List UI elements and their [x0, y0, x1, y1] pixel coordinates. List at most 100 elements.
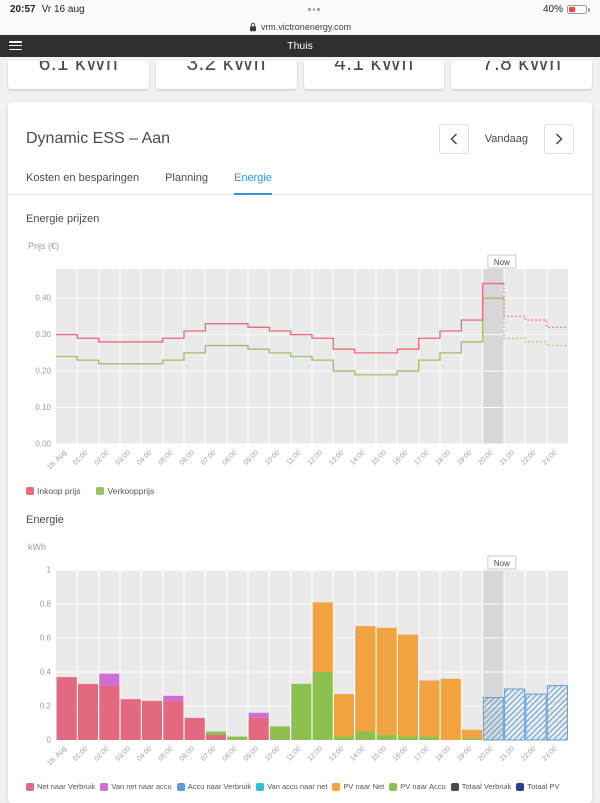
next-day-button[interactable]	[544, 124, 574, 154]
svg-text:17:00: 17:00	[413, 449, 430, 466]
svg-text:05:00: 05:00	[157, 745, 174, 762]
svg-text:10:00: 10:00	[264, 449, 281, 466]
tab-kosten-en-besparingen[interactable]: Kosten en besparingen	[26, 172, 140, 184]
legend-item[interactable]: Inkoop prijs	[26, 486, 80, 496]
svg-text:18:00: 18:00	[435, 449, 452, 466]
battery-icon	[567, 5, 590, 14]
svg-text:22:00: 22:00	[520, 449, 537, 466]
svg-text:0.2: 0.2	[40, 702, 52, 711]
summary-value: 4.1 kWh	[334, 61, 414, 75]
url-bar[interactable]: vrm.victronenergy.com	[0, 19, 600, 35]
svg-text:0.6: 0.6	[40, 634, 52, 643]
svg-text:16. Aug: 16. Aug	[46, 449, 68, 471]
svg-text:11:00: 11:00	[286, 745, 303, 762]
svg-text:07:00: 07:00	[200, 449, 217, 466]
svg-text:14:00: 14:00	[349, 449, 366, 466]
svg-text:03:00: 03:00	[115, 449, 132, 466]
status-date: Vr 16 aug	[41, 4, 85, 15]
svg-text:23:00: 23:00	[541, 745, 558, 762]
status-bar: 20:57 Vr 16 aug 40%	[0, 0, 600, 19]
svg-text:11:00: 11:00	[286, 449, 303, 466]
multitask-dots-icon	[308, 8, 320, 11]
previous-day-button[interactable]	[438, 124, 469, 154]
legend-item[interactable]: Accu naar Verbruik	[176, 782, 251, 791]
summary-cards: 6.1 kWh 3.2 kWh 4.1 kWh 7.8 kWh	[0, 61, 600, 89]
svg-text:15:00: 15:00	[371, 449, 388, 466]
prices-section-title: Energie prijzen	[26, 213, 100, 225]
svg-text:06:00: 06:00	[179, 449, 196, 466]
svg-text:0.10: 0.10	[35, 403, 51, 412]
svg-text:0.8: 0.8	[40, 600, 52, 609]
tab-energie[interactable]: Energie	[233, 168, 272, 195]
status-time: 20:57	[10, 4, 36, 15]
legend-item[interactable]: Net naar Verbruik	[26, 782, 95, 791]
date-navigation: Vandaag	[438, 124, 574, 154]
legend-item[interactable]: Verkoopprijs	[96, 486, 154, 496]
svg-text:05:00: 05:00	[157, 449, 174, 466]
svg-text:0.40: 0.40	[35, 294, 51, 303]
svg-text:0: 0	[47, 736, 52, 745]
svg-text:Now: Now	[494, 559, 510, 568]
tab-planning[interactable]: Planning	[165, 172, 208, 184]
svg-text:08:00: 08:00	[221, 745, 238, 762]
summary-value: 6.1 kWh	[38, 61, 118, 75]
svg-text:03:00: 03:00	[115, 745, 132, 762]
price-chart[interactable]: 0.00 0.10 0.20 0.30 0.40 16. Aug 01:00 02:00 03:…	[26, 253, 574, 482]
svg-text:14:00: 14:00	[349, 745, 366, 762]
energy-chart[interactable]: 0 0.2 0.4 0.6 0.8 1 16. Aug 01:00 02:00 03:00 04:0…	[26, 554, 574, 778]
svg-text:01:00: 01:00	[72, 449, 89, 466]
svg-text:22:00: 22:00	[520, 745, 537, 762]
lock-icon	[249, 22, 256, 31]
chevron-right-icon	[555, 133, 563, 145]
app-title: Thuis	[287, 40, 313, 52]
svg-text:13:00: 13:00	[328, 745, 345, 762]
summary-card: 6.1 kWh	[8, 61, 149, 89]
chevron-left-icon	[450, 133, 457, 145]
svg-text:Now: Now	[494, 258, 510, 267]
energy-y-axis-label: kWh	[28, 542, 46, 552]
svg-text:12:00: 12:00	[307, 449, 324, 466]
svg-text:06:00: 06:00	[179, 745, 196, 762]
svg-text:1: 1	[47, 566, 52, 575]
svg-text:0.30: 0.30	[35, 330, 51, 339]
price-chart-legend: Inkoop prijs Verkoopprijs	[26, 486, 574, 496]
svg-text:10:00: 10:00	[264, 745, 281, 762]
dynamic-ess-card: Dynamic ESS – Aan Vandaag Kosten en besp…	[8, 102, 592, 803]
svg-text:20:00: 20:00	[477, 745, 494, 762]
app-navbar: Thuis	[0, 35, 600, 57]
svg-text:21:00: 21:00	[499, 745, 516, 762]
legend-item[interactable]: Van accu naar net	[256, 782, 327, 791]
svg-text:19:00: 19:00	[456, 449, 473, 466]
svg-text:02:00: 02:00	[93, 449, 110, 466]
summary-card: 4.1 kWh	[303, 61, 445, 89]
url-text: vrm.victronenergy.com	[260, 21, 352, 32]
legend-item[interactable]: PV naar Accu	[389, 782, 446, 791]
svg-text:0.20: 0.20	[35, 367, 51, 376]
tab-bar: Kosten en besparingen Planning Energie	[8, 168, 592, 195]
svg-text:08:00: 08:00	[221, 449, 238, 466]
menu-icon[interactable]	[9, 41, 22, 52]
svg-text:16. Aug: 16. Aug	[46, 745, 68, 767]
svg-text:13:00: 13:00	[328, 449, 345, 466]
svg-text:19:00: 19:00	[456, 745, 473, 762]
svg-text:04:00: 04:00	[136, 745, 153, 762]
summary-card: 7.8 kWh	[451, 61, 592, 89]
energy-section-title: Energie	[26, 514, 64, 526]
svg-text:0.4: 0.4	[40, 668, 52, 677]
legend-item[interactable]: PV naar Net	[332, 782, 384, 791]
summary-value: 3.2 kWh	[186, 61, 266, 75]
svg-text:07:00: 07:00	[200, 745, 217, 762]
energy-chart-legend: Net naar Verbruik Van net naar accu Accu n…	[26, 782, 574, 791]
legend-item[interactable]: Van net naar accu	[100, 782, 172, 791]
legend-item[interactable]: Totaal PV	[516, 782, 559, 791]
summary-value: 7.8 kWh	[482, 61, 562, 75]
summary-card: 3.2 kWh	[155, 61, 297, 89]
battery-percent: 40%	[542, 4, 563, 15]
svg-text:12:00: 12:00	[307, 745, 324, 762]
legend-item[interactable]: Totaal Verbruik	[450, 782, 511, 791]
svg-text:23:00: 23:00	[541, 449, 558, 466]
svg-text:01:00: 01:00	[72, 745, 89, 762]
page-title: Dynamic ESS – Aan	[26, 130, 171, 147]
svg-text:04:00: 04:00	[136, 449, 153, 466]
svg-text:09:00: 09:00	[243, 449, 260, 466]
